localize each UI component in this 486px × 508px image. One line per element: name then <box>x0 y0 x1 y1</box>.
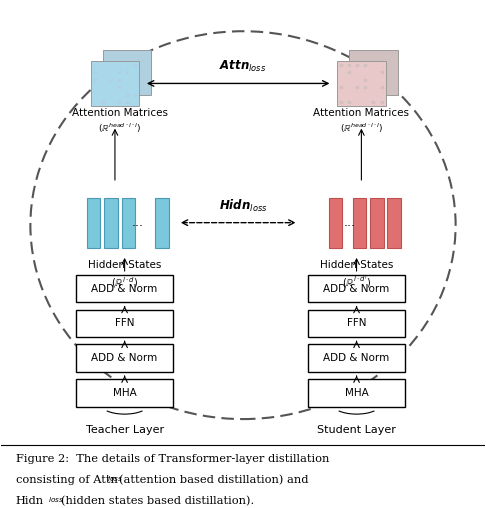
Text: (hidden states based distillation).: (hidden states based distillation). <box>61 496 254 506</box>
FancyBboxPatch shape <box>349 50 398 95</box>
Text: Teacher Layer: Teacher Layer <box>86 425 164 435</box>
Text: ...: ... <box>132 216 144 229</box>
FancyBboxPatch shape <box>308 344 405 372</box>
FancyBboxPatch shape <box>337 61 385 106</box>
Text: $(\mathbb{R}^{l \cdot d'})$: $(\mathbb{R}^{l \cdot d'})$ <box>342 275 371 291</box>
Text: Figure 2:  The details of Transformer-layer distillation: Figure 2: The details of Transformer-lay… <box>16 454 329 464</box>
FancyBboxPatch shape <box>76 344 173 372</box>
Text: MHA: MHA <box>345 388 368 398</box>
Text: consisting of Attn: consisting of Attn <box>16 475 118 485</box>
Text: Attention Matrices: Attention Matrices <box>313 108 409 118</box>
FancyBboxPatch shape <box>103 50 151 95</box>
FancyBboxPatch shape <box>370 198 383 247</box>
FancyBboxPatch shape <box>308 379 405 406</box>
Text: ADD & Norm: ADD & Norm <box>91 283 158 294</box>
Text: Attention Matrices: Attention Matrices <box>72 108 168 118</box>
Text: FFN: FFN <box>115 319 134 328</box>
Text: (attention based distillation) and: (attention based distillation) and <box>119 475 308 485</box>
FancyBboxPatch shape <box>308 275 405 302</box>
Text: $_{loss}$: $_{loss}$ <box>48 496 64 505</box>
Text: $(\mathbb{R}^{l \cdot d})$: $(\mathbb{R}^{l \cdot d})$ <box>111 275 139 290</box>
Text: ...: ... <box>344 216 356 229</box>
FancyBboxPatch shape <box>76 310 173 337</box>
Text: ADD & Norm: ADD & Norm <box>323 283 390 294</box>
FancyBboxPatch shape <box>87 198 101 247</box>
FancyBboxPatch shape <box>329 198 342 247</box>
Text: $(\mathbb{R}^{head \cdot l \cdot l})$: $(\mathbb{R}^{head \cdot l \cdot l})$ <box>98 122 141 135</box>
FancyBboxPatch shape <box>155 198 169 247</box>
FancyBboxPatch shape <box>91 61 139 106</box>
Text: Student Layer: Student Layer <box>317 425 396 435</box>
FancyBboxPatch shape <box>353 198 366 247</box>
FancyBboxPatch shape <box>104 198 118 247</box>
Text: MHA: MHA <box>113 388 137 398</box>
FancyBboxPatch shape <box>122 198 135 247</box>
Text: Hidn: Hidn <box>16 496 44 505</box>
FancyBboxPatch shape <box>387 198 401 247</box>
FancyBboxPatch shape <box>308 310 405 337</box>
FancyBboxPatch shape <box>76 275 173 302</box>
Text: Hidden States: Hidden States <box>88 260 161 270</box>
Text: ADD & Norm: ADD & Norm <box>323 353 390 363</box>
Text: $_{loss}$: $_{loss}$ <box>107 475 122 484</box>
Text: Attn$_{loss}$: Attn$_{loss}$ <box>219 59 267 75</box>
Text: Hidden States: Hidden States <box>320 260 393 270</box>
Text: Hidn$_{loss}$: Hidn$_{loss}$ <box>219 198 267 214</box>
FancyBboxPatch shape <box>76 379 173 406</box>
Text: $(\mathbb{R}^{head \cdot l \cdot l})$: $(\mathbb{R}^{head \cdot l \cdot l})$ <box>340 122 383 135</box>
Text: ADD & Norm: ADD & Norm <box>91 353 158 363</box>
Text: FFN: FFN <box>347 319 366 328</box>
